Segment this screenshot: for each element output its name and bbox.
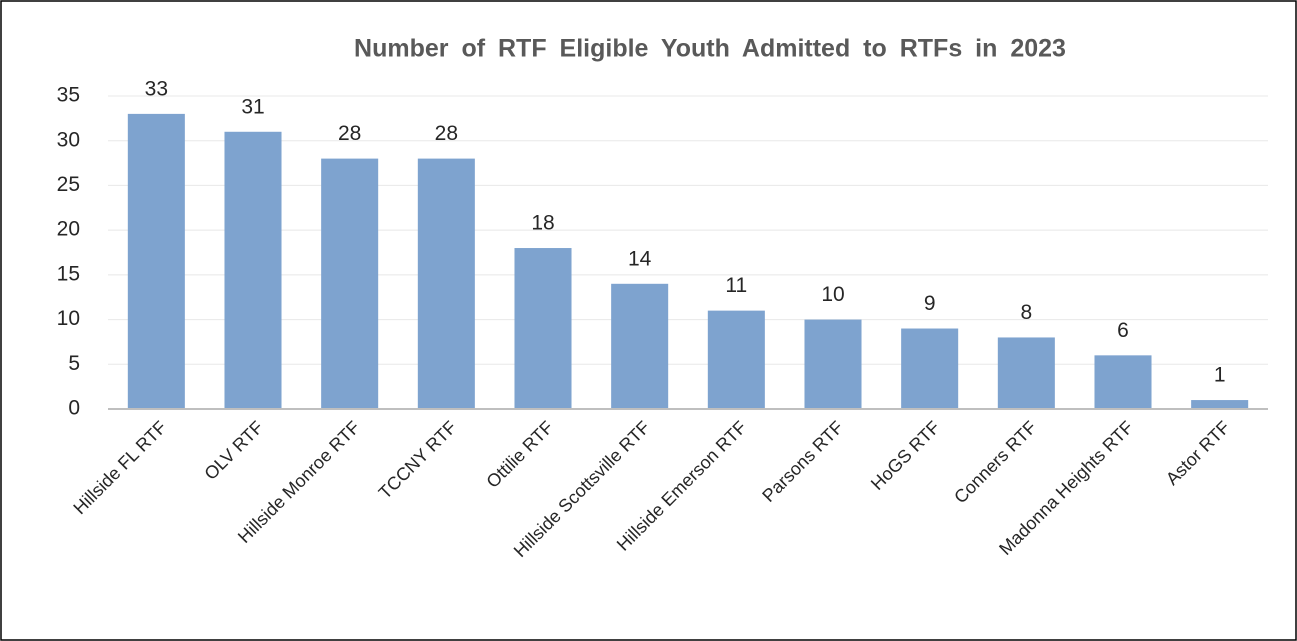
data-label: 1	[1214, 364, 1226, 387]
data-label: 28	[338, 122, 361, 145]
data-label: 11	[725, 274, 747, 297]
y-tick-label: 20	[57, 218, 80, 241]
bar	[321, 158, 379, 409]
bar	[417, 158, 475, 409]
data-label: 9	[924, 292, 936, 315]
y-tick-label: 35	[57, 84, 80, 107]
data-label: 33	[145, 77, 168, 100]
y-tick-label: 5	[68, 352, 80, 375]
bar	[127, 113, 185, 409]
bar	[1094, 355, 1152, 409]
y-tick-label: 25	[57, 173, 80, 196]
bar	[707, 310, 765, 409]
bar	[514, 248, 572, 409]
bar	[804, 319, 862, 409]
bar	[611, 283, 669, 409]
bar	[224, 131, 282, 409]
y-tick-label: 30	[57, 128, 80, 151]
data-label: 10	[821, 283, 844, 306]
y-tick-label: 10	[57, 307, 80, 330]
data-label: 14	[628, 247, 652, 270]
data-label: 28	[435, 122, 458, 145]
chart-title: Number of RTF Eligible Youth Admitted to…	[354, 35, 1066, 63]
y-tick-label: 0	[68, 397, 80, 420]
bar	[1191, 400, 1249, 409]
data-label: 18	[531, 212, 554, 235]
y-tick-label: 15	[57, 262, 80, 285]
data-label: 8	[1020, 301, 1032, 324]
bar	[997, 337, 1055, 409]
bar	[901, 328, 959, 409]
data-label: 31	[241, 95, 264, 118]
data-label: 6	[1117, 319, 1129, 342]
